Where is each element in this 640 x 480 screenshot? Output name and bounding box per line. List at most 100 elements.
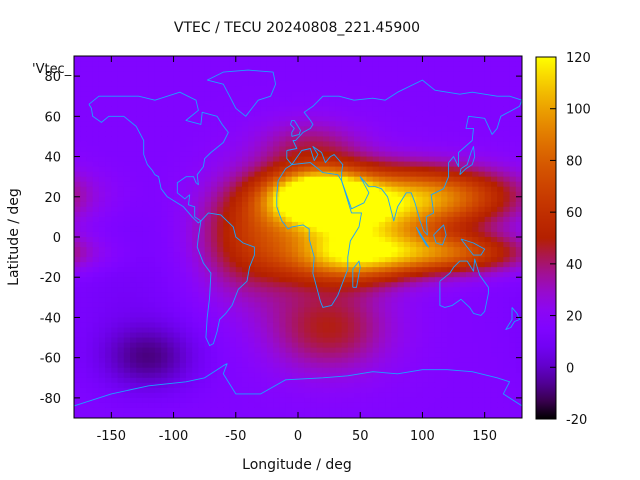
heatmap-cell [509, 247, 517, 253]
heatmap-cell [378, 126, 386, 132]
heatmap-cell [416, 191, 423, 198]
heatmap-cell [484, 191, 492, 198]
heatmap-cell [298, 231, 305, 238]
heatmap-cell [173, 247, 181, 253]
heatmap-cell [130, 176, 137, 183]
heatmap-cell [198, 312, 206, 318]
heatmap-cell [298, 282, 305, 288]
heatmap-cell [285, 216, 293, 223]
heatmap-cell [130, 347, 137, 354]
heatmap-cell [503, 156, 511, 163]
heatmap-cell [310, 327, 318, 334]
heatmap-cell [210, 307, 218, 313]
heatmap-cell [210, 252, 218, 258]
heatmap-cell [92, 402, 100, 409]
heatmap-cell [472, 181, 479, 188]
heatmap-cell [192, 312, 199, 318]
heatmap-cell [298, 146, 305, 153]
heatmap-cell [366, 267, 374, 273]
heatmap-cell [441, 302, 448, 308]
heatmap-cell [198, 156, 206, 163]
heatmap-cell [173, 76, 181, 82]
heatmap-cell [310, 81, 318, 87]
heatmap-cell [111, 96, 119, 102]
heatmap-cell [192, 71, 199, 77]
heatmap-cell [98, 307, 106, 313]
heatmap-cell [410, 322, 417, 328]
heatmap-cell [422, 91, 430, 97]
heatmap-cell [503, 277, 511, 283]
heatmap-cell [266, 121, 274, 127]
heatmap-cell [410, 382, 417, 389]
heatmap-cell [111, 322, 119, 328]
heatmap-cell [360, 156, 367, 163]
heatmap-cell [80, 106, 87, 112]
heatmap-cell [105, 292, 112, 298]
heatmap-cell [490, 231, 498, 238]
heatmap-cell [235, 282, 243, 288]
heatmap-cell [291, 221, 299, 228]
heatmap-cell [136, 237, 143, 243]
heatmap-cell [266, 196, 274, 203]
heatmap-cell [217, 282, 224, 288]
heatmap-cell [111, 352, 119, 359]
heatmap-cell [403, 86, 411, 92]
heatmap-cell [123, 161, 131, 168]
heatmap-cell [347, 287, 355, 293]
heatmap-cell [98, 317, 106, 323]
heatmap-cell [279, 121, 287, 127]
heatmap-cell [447, 327, 455, 334]
heatmap-cell [459, 156, 467, 163]
heatmap-cell [347, 146, 355, 153]
heatmap-cell [154, 242, 162, 248]
heatmap-cell [179, 252, 187, 258]
heatmap-cell [210, 166, 218, 173]
heatmap-cell [434, 372, 442, 379]
heatmap-cell [509, 242, 517, 248]
heatmap-cell [329, 206, 336, 213]
heatmap-cell [242, 86, 249, 92]
heatmap-cell [304, 226, 311, 233]
heatmap-cell [266, 161, 274, 168]
heatmap-cell [217, 171, 224, 178]
heatmap-cell [397, 392, 405, 399]
heatmap-cell [117, 317, 125, 323]
heatmap-cell [422, 262, 430, 268]
heatmap-cell [453, 86, 461, 92]
heatmap-cell [210, 387, 218, 394]
heatmap-cell [117, 126, 125, 132]
heatmap-cell [441, 327, 448, 334]
heatmap-cell [422, 76, 430, 82]
heatmap-cell [92, 101, 100, 107]
heatmap-cell [273, 297, 280, 303]
heatmap-cell [515, 86, 523, 92]
heatmap-cell [403, 337, 411, 344]
heatmap-cell [192, 191, 199, 198]
heatmap-cell [397, 91, 405, 97]
heatmap-cell [217, 191, 224, 198]
heatmap-cell [378, 302, 386, 308]
heatmap-cell [416, 151, 423, 158]
heatmap-cell [434, 176, 442, 183]
heatmap-cell [391, 277, 399, 283]
heatmap-cell [154, 136, 162, 142]
heatmap-cell [105, 121, 112, 127]
heatmap-cell [285, 272, 293, 278]
heatmap-cell [248, 96, 255, 102]
heatmap-cell [254, 317, 262, 323]
heatmap-cell [335, 377, 343, 384]
heatmap-cell [136, 392, 143, 399]
heatmap-cell [509, 272, 517, 278]
heatmap-cell [459, 377, 467, 384]
heatmap-cell [322, 111, 330, 117]
heatmap-cell [260, 221, 268, 228]
heatmap-cell [105, 347, 112, 354]
heatmap-cell [484, 106, 492, 112]
heatmap-cell [123, 86, 131, 92]
heatmap-cell [397, 307, 405, 313]
heatmap-cell [86, 262, 94, 268]
heatmap-cell [260, 106, 268, 112]
heatmap-cell [148, 201, 156, 208]
heatmap-cell [148, 287, 156, 293]
heatmap-cell [136, 332, 143, 339]
